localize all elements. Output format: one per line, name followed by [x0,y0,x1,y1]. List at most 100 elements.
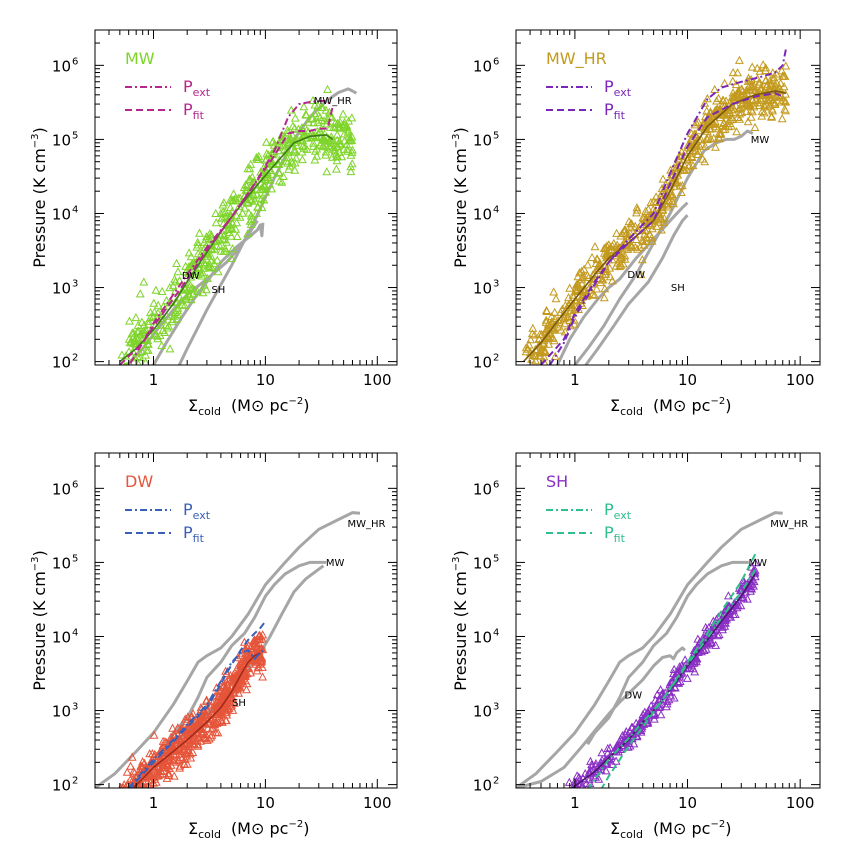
scatter-point [626,241,636,250]
scatter-point [123,779,133,788]
scatter-point [167,734,177,743]
scatter-point [141,358,150,365]
scatter-point [130,793,137,800]
scatter-point [597,275,607,284]
scatter-point [308,95,318,104]
scatter-point [705,107,715,116]
scatter-point [140,758,149,767]
scatter-point [195,228,204,237]
scatter-point [217,213,227,222]
scatter-point [667,192,677,201]
scatter-point [168,281,178,290]
scatter-point [656,710,666,719]
scatter-point [297,154,307,164]
y-tick-label: 10 [473,131,492,149]
curve-label-sh: SH [211,285,225,296]
scatter-point [235,212,245,221]
scatter-point [225,675,234,684]
x-tick-label: 100 [786,794,815,812]
axes-frame [515,29,821,366]
y-tick-label: 10 [473,703,492,721]
scatter-point [702,133,712,142]
gray-curve-dw [516,646,687,788]
scatter-point [213,728,223,737]
scatter-point [578,780,587,788]
scatter-point [274,159,284,168]
scatter-point [346,166,356,176]
scatter-point [221,706,230,715]
scatter-point [735,114,745,123]
scatter-point [754,100,764,109]
x-axis-label: Σcold (M⊙ pc−2) [610,396,731,418]
scatter-point [262,149,272,158]
gray-curve-mw-hr [516,511,783,788]
scatter-point [219,198,229,207]
scatter-point [724,107,734,117]
scatter-point [220,686,230,695]
scatter-point [299,130,309,139]
scatter-point [718,625,727,634]
scatter-point [288,121,298,130]
scatter-point [777,114,787,123]
axes-frame [94,452,398,789]
scatter-point [255,635,265,644]
scatter-point [723,591,733,600]
legend-label-fit: Pfit [604,523,626,545]
scatter-point [572,279,582,288]
scatter-point [133,787,134,788]
scatter-point [228,696,238,705]
scatter-point [668,190,678,199]
y-tick-label: 10 [473,777,492,795]
scatter-point [643,204,653,213]
scatter-point [748,107,757,116]
scatter-point [688,664,698,673]
scatter-point [207,263,217,272]
scatter-point [256,194,266,203]
scatter-point [208,720,218,729]
scatter-point [724,122,734,131]
scatter-point [199,237,209,246]
scatter-point [127,380,134,387]
scatter-point [733,112,742,121]
scatter-point [225,202,235,212]
scatter-point [325,122,335,131]
scatter-point [125,316,134,325]
scatter-point [737,84,747,93]
scatter-point [676,187,686,196]
scatter-point [761,65,770,74]
scatter-point [168,314,178,324]
scatter-point [725,115,735,124]
median-line [522,90,787,363]
scatter-point [290,165,300,174]
scatter-point [730,609,740,618]
plot-area [516,511,783,788]
scatter-point [778,71,787,80]
x-tick-label: 100 [786,371,815,389]
scatter-point [165,282,175,292]
scatter-point [693,149,703,158]
scatter-point [527,363,529,365]
scatter-point [756,94,766,103]
scatter-point [205,714,215,723]
scatter-point [529,330,539,339]
scatter-point [253,202,263,211]
scatter-point [781,89,790,98]
scatter-point [734,55,744,64]
panel-title: SH [546,472,568,491]
scatter-point [332,130,342,139]
scatter-point [134,801,141,808]
scatter-point [154,761,164,770]
scatter-point [333,152,343,161]
scatter-point [258,644,268,654]
scatter-point [172,314,182,323]
y-axis-label: Pressure (K cm−3) [451,550,470,691]
scatter-point [593,261,603,270]
gray-curve-sh [584,214,689,365]
scatter-point [571,280,581,289]
scatter-point [218,676,228,685]
scatter-point [575,268,584,277]
scatter-point [265,175,275,184]
gray-curve-mw [573,129,754,365]
scatter-point [245,174,255,183]
